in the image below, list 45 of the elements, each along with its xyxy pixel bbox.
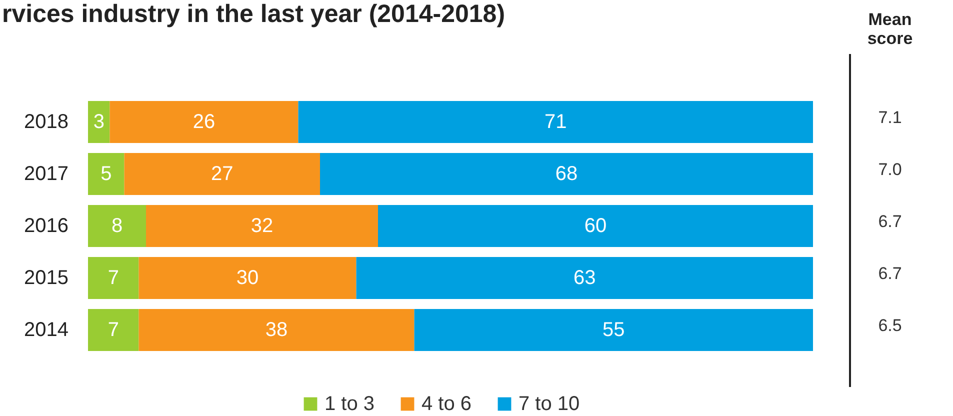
chart-title: rvices industry in the last year (2014-2018) xyxy=(2,0,506,28)
data-label: 27 xyxy=(211,163,234,185)
bar xyxy=(138,309,414,351)
y-tick-label: 2016 xyxy=(24,215,68,237)
data-label: 8 xyxy=(111,215,123,237)
data-label: 68 xyxy=(555,163,578,185)
text: Mean score xyxy=(867,10,913,48)
text: 6.7 xyxy=(878,212,902,231)
legend-label: 4 to 6 xyxy=(422,393,472,415)
bar xyxy=(88,205,146,247)
legend-label: 7 to 10 xyxy=(518,393,580,415)
data-label: 30 xyxy=(236,267,259,289)
bar xyxy=(110,101,298,143)
bar xyxy=(88,309,139,351)
data-label: 7 xyxy=(108,267,119,289)
bar xyxy=(356,257,813,299)
bar xyxy=(298,101,813,143)
y-tick-label: 2014 xyxy=(24,319,68,341)
bar xyxy=(414,309,813,351)
legend-label: 1 to 3 xyxy=(324,393,375,415)
text: 6.5 xyxy=(878,316,902,335)
bar xyxy=(378,205,813,247)
y-tick-label: 2017 xyxy=(24,163,68,185)
y-tick-label: 2015 xyxy=(24,267,68,289)
bar xyxy=(88,257,139,299)
data-label: 7 xyxy=(108,319,119,341)
bar xyxy=(138,257,356,299)
bar xyxy=(146,205,378,247)
data-label: 5 xyxy=(100,163,112,185)
bar xyxy=(88,153,124,195)
data-label: 60 xyxy=(584,215,607,237)
bar xyxy=(124,153,320,195)
data-label: 3 xyxy=(93,111,104,133)
y-tick-label: 2018 xyxy=(24,111,68,133)
text: 6.7 xyxy=(878,264,902,283)
bar xyxy=(88,101,110,143)
text: 7.1 xyxy=(878,108,902,127)
data-label: 38 xyxy=(265,319,288,341)
data-label: 71 xyxy=(544,111,567,133)
data-label: 55 xyxy=(602,319,625,341)
data-label: 32 xyxy=(250,215,274,237)
data-label: 26 xyxy=(192,111,216,133)
data-label: 63 xyxy=(574,267,596,289)
text: 7.0 xyxy=(878,160,902,179)
bar xyxy=(320,153,813,195)
